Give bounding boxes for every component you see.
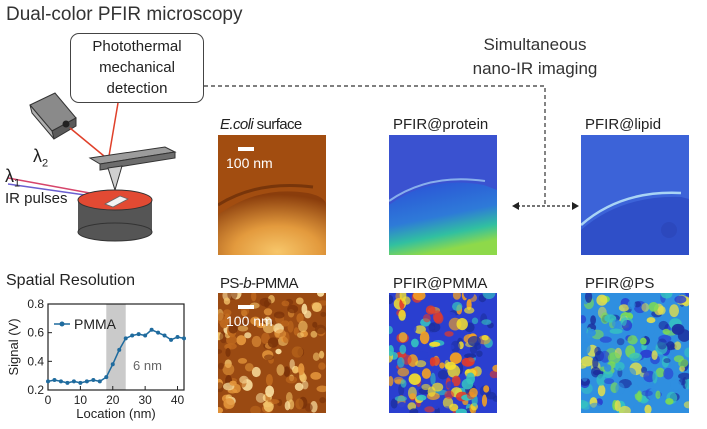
lambda2-subscript: 2	[42, 157, 49, 170]
pmma-point	[84, 379, 89, 384]
ecoli-label-italic: E.coli	[220, 116, 254, 133]
y-tick-label: 0.8	[27, 297, 44, 311]
pmma-point	[52, 377, 57, 382]
ps-map-image	[581, 293, 689, 413]
ecoli-label: E.coli surface	[220, 116, 302, 133]
dashed-connector	[204, 85, 546, 206]
x-tick-label: 10	[74, 393, 88, 407]
pmma-point	[143, 333, 148, 338]
pmma-line	[47, 328, 185, 384]
ps-label: PFIR@PS	[585, 275, 655, 292]
x-axis-label: Location (nm)	[76, 406, 155, 421]
x-tick-label: 20	[106, 393, 120, 407]
y-axis-label: Signal (V)	[6, 318, 21, 375]
pmma-point	[104, 375, 109, 380]
legend-marker	[59, 321, 65, 327]
pmma-label: PFIR@PMMA	[393, 275, 488, 292]
resolution-note: 6 nm	[133, 358, 162, 373]
simultaneous-line-1: Simultaneous	[483, 35, 587, 54]
psbpmma-scalebar-label: 100 nm	[226, 313, 273, 329]
pmma-point	[169, 337, 174, 342]
simultaneous-label: Simultaneous nano-IR imaging	[450, 33, 620, 81]
pmma-point	[123, 336, 128, 341]
pmma-point	[71, 379, 76, 384]
detection-beam	[108, 102, 119, 157]
psbpmma-topography-image: 100 nm	[218, 293, 326, 413]
lipid-map-image	[581, 135, 689, 255]
pmma-point	[110, 362, 115, 367]
pmma-point	[65, 380, 70, 385]
pmma-point	[130, 333, 135, 338]
psbpmma-post: -PMMA	[250, 275, 299, 292]
lipid-label: PFIR@lipid	[585, 116, 662, 133]
protein-label: PFIR@protein	[393, 116, 489, 133]
pmma-point	[58, 379, 63, 384]
pmma-point	[156, 330, 161, 335]
lambda2-symbol: λ	[33, 146, 42, 166]
laser-beam	[69, 127, 105, 157]
resolution-title: Spatial Resolution	[6, 272, 135, 289]
y-tick-label: 0.4	[27, 354, 44, 368]
x-tick-label: 0	[45, 393, 52, 407]
pmma-map-image	[389, 293, 497, 413]
psbpmma-label: PS-b-PMMA	[220, 275, 299, 292]
double-arrow-1	[512, 202, 579, 210]
x-tick-label: 30	[138, 393, 152, 407]
detection-line-1: Photothermal	[92, 38, 182, 55]
psbpmma-pre: PS-	[220, 275, 244, 292]
psbpmma-italic: b	[243, 275, 251, 292]
lambda2-label: λ2	[33, 146, 48, 170]
pmma-point	[175, 334, 180, 339]
pmma-point	[46, 379, 50, 384]
ecoli-scalebar	[238, 147, 254, 151]
y-tick-label: 0.6	[27, 326, 44, 340]
cantilever-icon	[88, 146, 177, 192]
pmma-point	[136, 332, 141, 337]
resolution-chart: 0 10 20 30 40 0.2 0.4 0.6 0.8 Location (nm) Signal…	[6, 297, 186, 421]
lambda1-symbol: λ	[5, 166, 14, 186]
pmma-point	[97, 379, 102, 384]
detection-line-2: mechanical	[99, 59, 175, 76]
pmma-point	[182, 336, 186, 341]
laser-icon	[29, 92, 77, 140]
legend-label: PMMA	[74, 316, 117, 332]
x-tick-label: 40	[171, 393, 185, 407]
psbpmma-scalebar	[238, 305, 254, 309]
detection-box: Photothermal mechanical detection	[70, 33, 204, 103]
pmma-point	[78, 380, 83, 385]
y-tick-label: 0.2	[27, 383, 44, 397]
figure-title: Dual-color PFIR microscopy	[6, 4, 243, 25]
ir-pulses-label: IR pulses	[5, 190, 68, 207]
plot-frame	[47, 303, 185, 391]
simultaneous-line-2: nano-IR imaging	[472, 59, 598, 78]
protein-map-image	[389, 135, 497, 255]
pmma-point	[162, 333, 167, 338]
pmma-point	[149, 327, 154, 332]
lambda1-subscript: 1	[14, 177, 21, 190]
pmma-point	[91, 377, 96, 382]
ecoli-scalebar-label: 100 nm	[226, 155, 273, 171]
detection-line-3: detection	[106, 80, 168, 97]
sample-stage-icon	[77, 189, 153, 242]
lambda1-label: λ1	[5, 166, 20, 190]
ecoli-label-text: surface	[253, 116, 303, 133]
ecoli-topography-image: 100 nm	[218, 135, 326, 255]
pmma-point	[117, 347, 122, 352]
